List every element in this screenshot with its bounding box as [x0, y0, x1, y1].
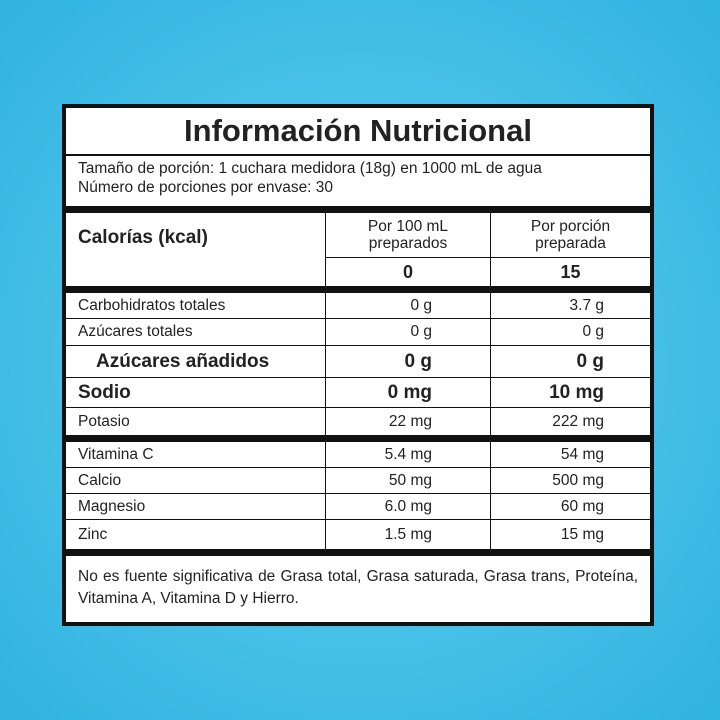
nutrient-amount: 5.4 mg: [325, 442, 490, 468]
nutrient-amount: 222 mg: [490, 408, 650, 435]
nutrient-row: Carbohidratos totales 0 g 3.7 g: [66, 293, 650, 319]
nutrient-name: Azúcares totales: [66, 319, 325, 346]
serving-info: Tamaño de porción: 1 cuchara medidora (1…: [66, 156, 650, 206]
nutrient-row: Vitamina C 5.4 mg 54 mg: [66, 442, 650, 468]
nutrient-name: Carbohidratos totales: [66, 293, 325, 319]
nutrient-amount: 500 mg: [490, 468, 650, 494]
nutrient-amount: 0 g: [325, 293, 490, 319]
calories-section: Calorías (kcal) Por 100 mL preparados Po…: [66, 206, 650, 286]
nutrient-amount: 1.5 mg: [325, 520, 490, 549]
nutrient-amount: 50 mg: [325, 468, 490, 494]
nutrient-row: Zinc 1.5 mg 15 mg: [66, 520, 650, 549]
nutrient-row: Sodio 0 mg 10 mg: [66, 378, 650, 408]
nutrient-amount: 54 mg: [490, 442, 650, 468]
nutrient-amount: 0 g: [325, 346, 490, 378]
calories-value: 0: [325, 258, 490, 286]
header-line: Por porción: [530, 218, 611, 235]
nutrient-amount: 0 g: [325, 319, 490, 346]
serving-size: Tamaño de porción: 1 cuchara medidora (1…: [78, 160, 542, 177]
header-line: Por 100 mL: [367, 218, 449, 235]
nutrient-amount: 3.7 g: [490, 293, 650, 319]
nutrient-row: Magnesio 6.0 mg 60 mg: [66, 494, 650, 520]
nutrient-name: Azúcares añadidos: [66, 346, 325, 378]
nutrient-amount: 10 mg: [490, 378, 650, 408]
title: Información Nutricional: [66, 108, 650, 156]
header-line: preparados: [368, 235, 448, 252]
header-line: preparada: [535, 235, 606, 252]
nutrient-name: Calcio: [66, 468, 325, 494]
calories-label: Calorías (kcal): [78, 227, 208, 248]
nutrient-name: Potasio: [78, 412, 130, 430]
nutrient-amount: 15 mg: [490, 520, 650, 549]
minerals-section: Vitamina C 5.4 mg 54 mg Calcio 50 mg 500 mg Ma…: [66, 435, 650, 549]
nutrient-name: Magnesio: [66, 494, 325, 520]
nutrient-amount: 6.0 mg: [325, 494, 490, 520]
nutrient-amount: 22 mg: [325, 408, 490, 435]
servings-per-container: Número de porciones por envase: 30: [78, 179, 334, 196]
nutrient-amount: 0 mg: [325, 378, 490, 408]
nutrients-section: Carbohidratos totales 0 g 3.7 g Azúcares to…: [66, 286, 650, 435]
column-header: Por 100 mL preparados: [325, 213, 490, 258]
nutrient-row: Potasio 22 mg 222 mg: [66, 408, 650, 435]
calories-value: 15: [490, 258, 650, 286]
nutrient-name: Sodio: [66, 378, 325, 408]
column-header: Por porción preparada: [490, 213, 650, 258]
nutrient-name: Vitamina C: [66, 442, 325, 468]
nutrient-amount: 0 g: [490, 319, 650, 346]
nutrient-name: Zinc: [78, 525, 108, 543]
nutrient-amount: 0 g: [490, 346, 650, 378]
nutrient-amount: 60 mg: [490, 494, 650, 520]
nutrient-row: Calcio 50 mg 500 mg: [66, 468, 650, 494]
footer-note: No es fuente significativa de Grasa tota…: [66, 549, 650, 620]
nutrition-label: Información Nutricional Tamaño de porció…: [62, 104, 654, 626]
